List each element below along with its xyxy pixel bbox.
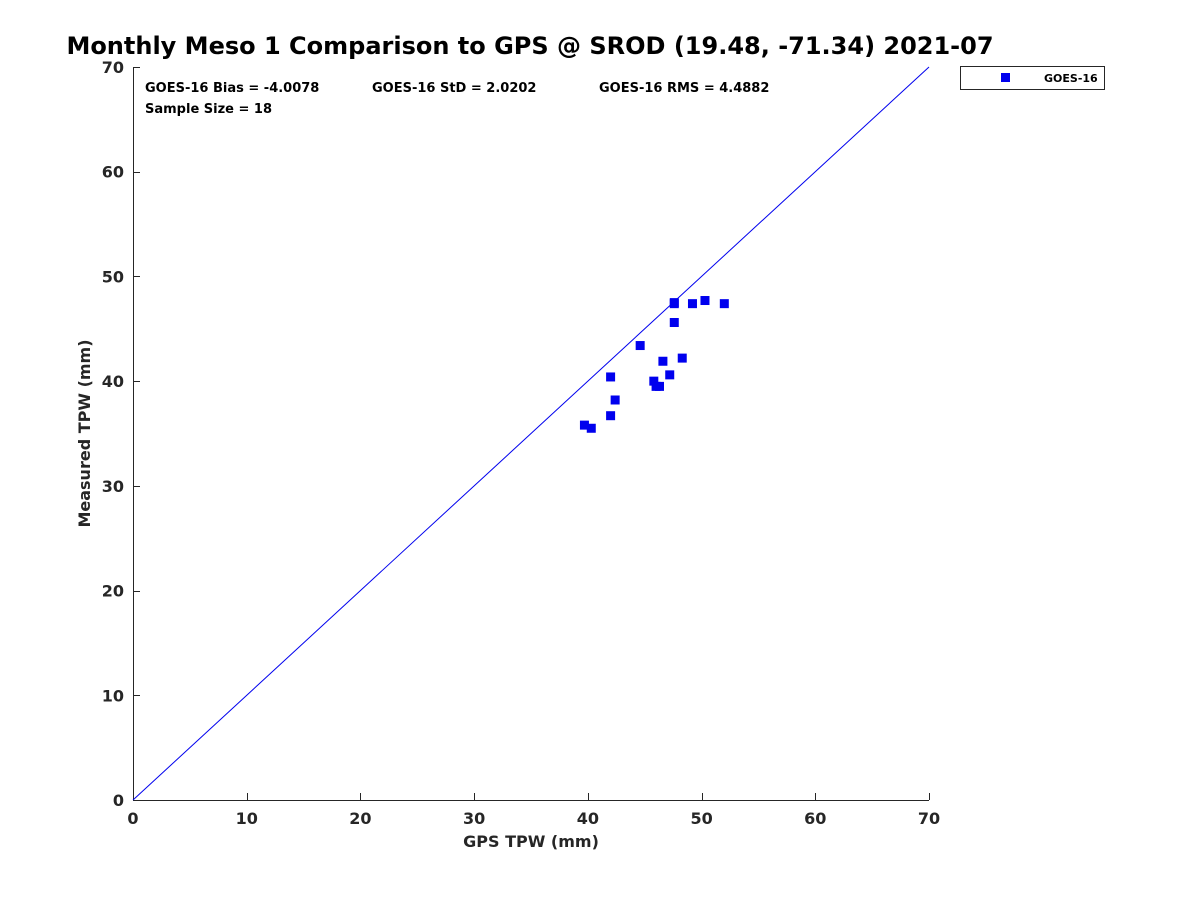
data-point bbox=[687, 299, 697, 309]
x-axis-label: GPS TPW (mm) bbox=[463, 832, 599, 851]
x-tick-label: 60 bbox=[804, 809, 826, 828]
x-tick-label: 50 bbox=[690, 809, 712, 828]
y-ticks: 0 10 20 30 40 50 60 70 bbox=[102, 58, 140, 810]
data-point bbox=[579, 420, 589, 430]
y-tick-label: 60 bbox=[102, 163, 124, 182]
legend-marker-goes16 bbox=[1001, 73, 1010, 82]
x-tick-label: 10 bbox=[236, 809, 258, 828]
y-tick-label: 40 bbox=[102, 372, 124, 391]
y-tick-label: 0 bbox=[113, 791, 124, 810]
x-tick-label: 70 bbox=[918, 809, 940, 828]
data-points bbox=[579, 296, 729, 433]
x-ticks: 0 10 20 30 40 50 60 70 bbox=[127, 793, 940, 828]
data-point bbox=[669, 298, 679, 308]
y-tick-label: 10 bbox=[102, 686, 124, 705]
data-point bbox=[677, 353, 687, 363]
data-point bbox=[658, 356, 668, 366]
data-point bbox=[606, 372, 616, 382]
stat-sample-size: Sample Size = 18 bbox=[145, 102, 272, 117]
x-tick-label: 30 bbox=[463, 809, 485, 828]
data-point bbox=[635, 341, 645, 351]
data-point bbox=[610, 395, 620, 405]
data-point bbox=[606, 411, 616, 421]
legend-box bbox=[960, 66, 1105, 90]
chart-title: Monthly Meso 1 Comparison to GPS @ SROD … bbox=[66, 32, 993, 60]
legend-label-goes16: GOES-16 bbox=[1044, 72, 1098, 85]
y-tick-label: 20 bbox=[102, 582, 124, 601]
legend: GOES-16 bbox=[960, 66, 1105, 90]
data-point bbox=[719, 299, 729, 309]
data-point bbox=[669, 318, 679, 328]
y-tick-label: 30 bbox=[102, 477, 124, 496]
x-tick-label: 20 bbox=[349, 809, 371, 828]
x-tick-label: 40 bbox=[577, 809, 599, 828]
y-tick-label: 50 bbox=[102, 267, 124, 286]
y-axis-label: Measured TPW (mm) bbox=[75, 339, 94, 527]
x-tick-label: 0 bbox=[127, 809, 138, 828]
data-point bbox=[700, 296, 710, 306]
stat-bias: GOES-16 Bias = -4.0078 bbox=[145, 81, 319, 96]
stat-rms: GOES-16 RMS = 4.4882 bbox=[599, 81, 769, 96]
data-point bbox=[654, 381, 664, 391]
data-point bbox=[649, 376, 659, 386]
y-tick-label: 70 bbox=[102, 58, 124, 77]
data-point bbox=[586, 423, 596, 433]
reference-line-1to1 bbox=[132, 66, 930, 801]
data-point bbox=[665, 370, 675, 380]
stat-std: GOES-16 StD = 2.0202 bbox=[372, 81, 536, 96]
axes bbox=[133, 67, 929, 801]
